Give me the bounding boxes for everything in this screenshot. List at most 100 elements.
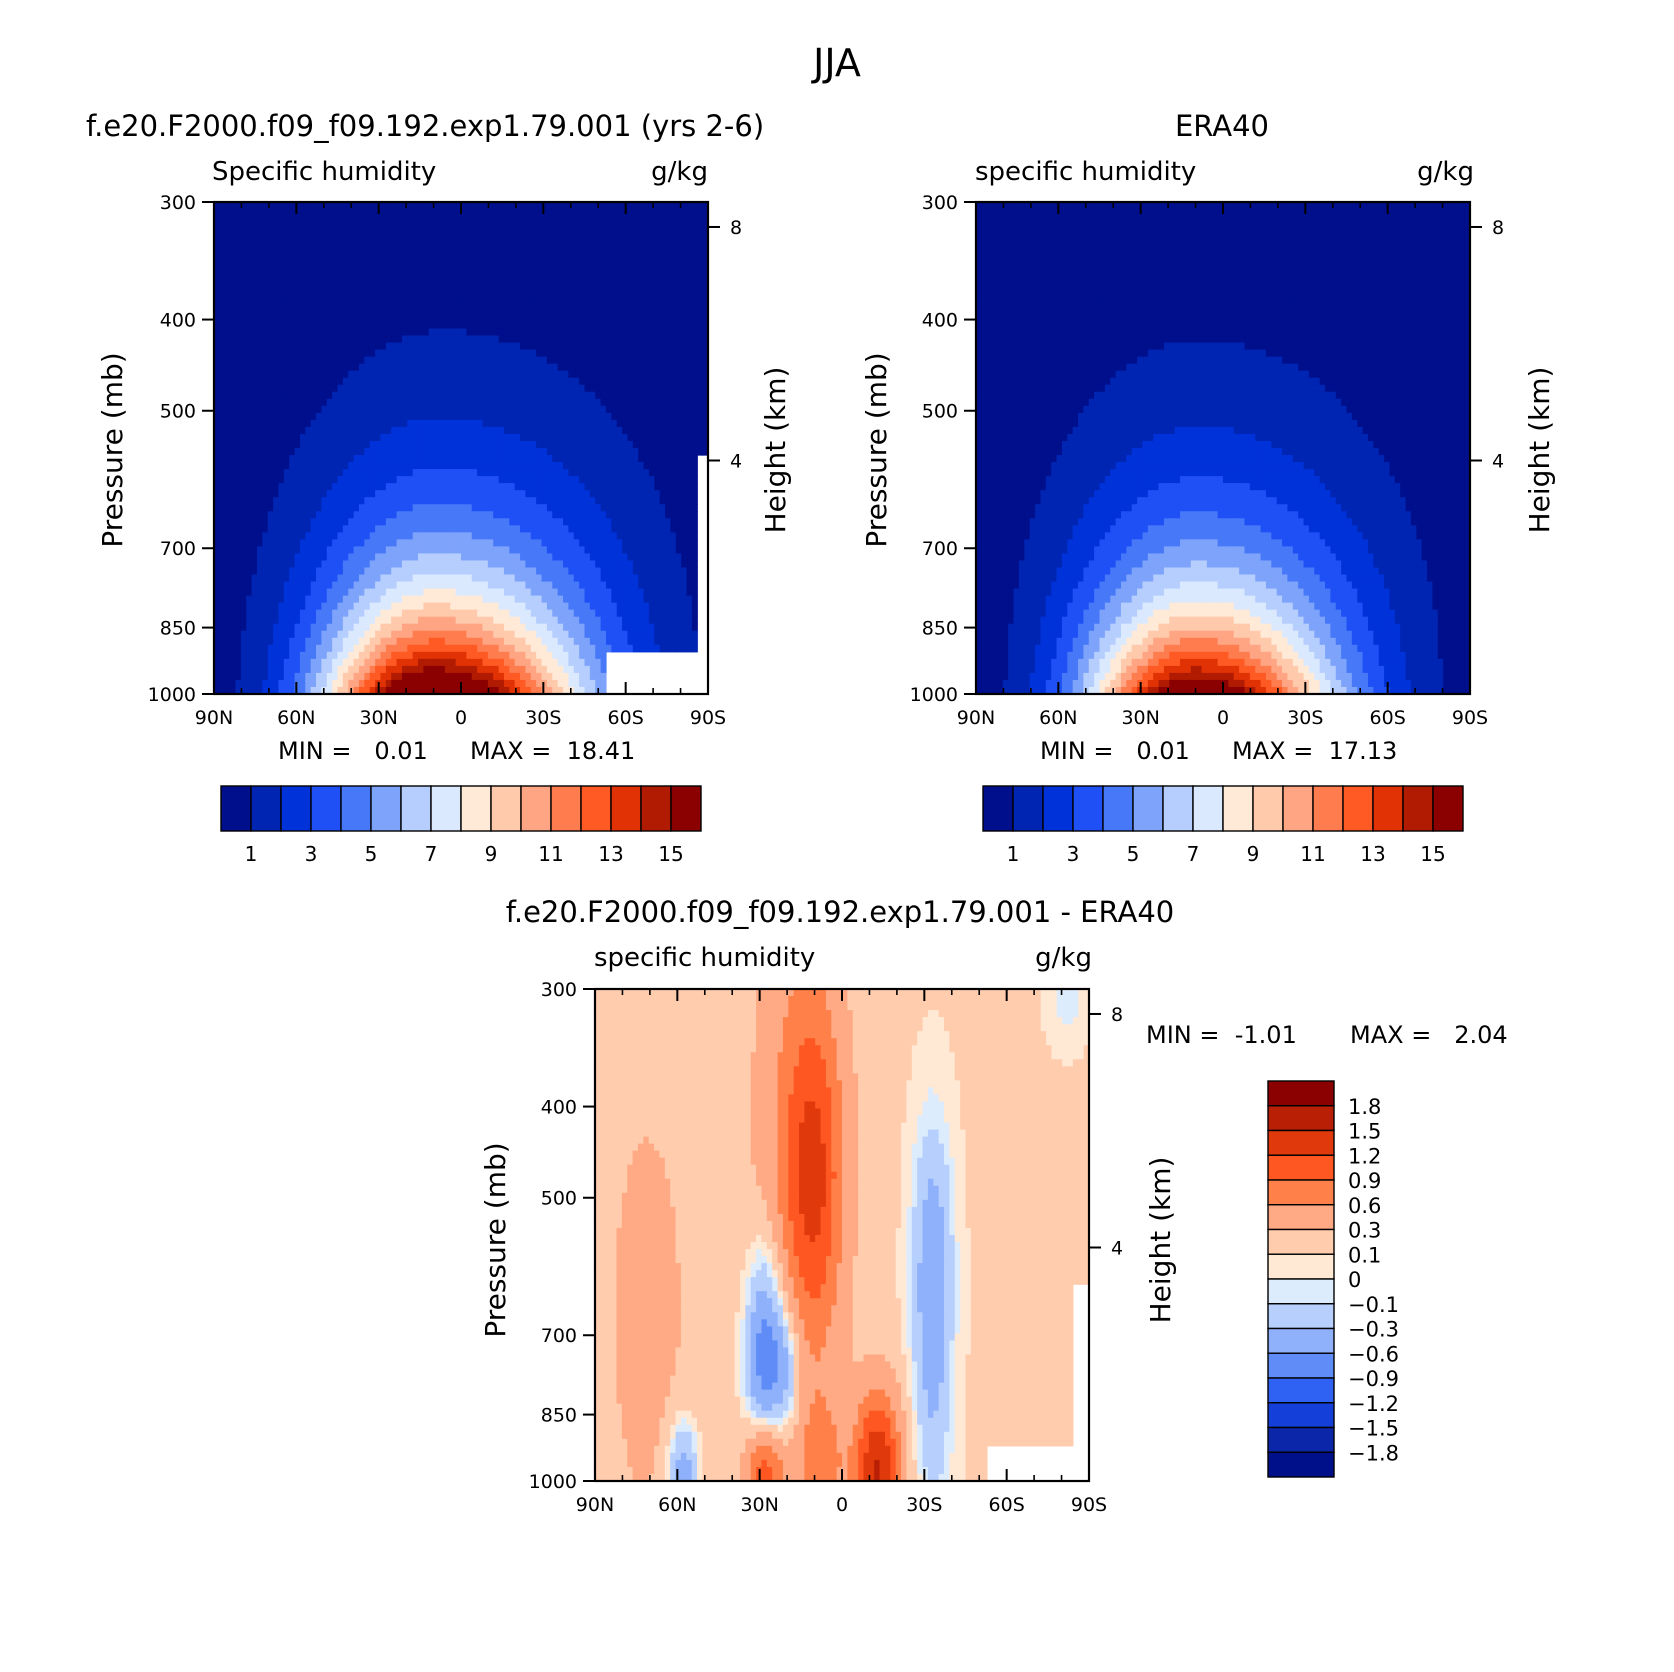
panel-model-variable: Specific humidity	[212, 157, 436, 187]
contour-cell	[697, 307, 704, 316]
contour-cell	[310, 412, 317, 421]
contour-cell	[326, 574, 333, 583]
contour-cell	[294, 546, 301, 555]
contour-cell	[230, 462, 237, 470]
contour-cell	[283, 300, 290, 309]
contour-cell	[316, 405, 322, 414]
contour-cell	[305, 237, 312, 245]
contour-cell	[477, 490, 484, 498]
contour-cell	[466, 405, 473, 414]
contour-cell	[627, 419, 634, 428]
contour-cell	[605, 419, 612, 428]
contour-cell	[525, 518, 532, 526]
contour-cell	[503, 251, 510, 259]
contour-cell	[509, 223, 516, 231]
contour-cell	[251, 209, 258, 217]
contour-cell	[439, 384, 446, 393]
contour-cell	[401, 433, 408, 442]
contour-cell	[493, 419, 500, 428]
contour-cell	[691, 455, 698, 463]
contour-cell	[681, 525, 688, 533]
contour-cell	[611, 518, 618, 526]
contour-cell	[546, 342, 553, 351]
contour-cell	[289, 223, 296, 231]
contour-cell	[214, 321, 220, 330]
contour-cell	[643, 286, 650, 294]
contour-cell	[584, 440, 591, 449]
contour-cell	[461, 279, 467, 287]
contour-cell	[579, 433, 586, 442]
contour-cell	[321, 251, 328, 259]
contour-cell	[423, 405, 430, 414]
contour-cell	[616, 314, 623, 323]
contour-cell	[450, 525, 457, 533]
contour-cell	[568, 469, 575, 477]
contour-cell	[584, 405, 591, 414]
contour-cell	[230, 209, 237, 217]
contour-cell	[509, 251, 516, 259]
contour-cell	[358, 391, 365, 400]
contour-cell	[681, 314, 688, 323]
contour-cell	[697, 258, 704, 266]
contour-cell	[278, 511, 285, 519]
contour-cell	[616, 391, 623, 400]
contour-cell	[691, 349, 698, 358]
contour-cell	[579, 497, 586, 505]
contour-cell	[369, 518, 376, 526]
contour-cell	[246, 581, 253, 590]
contour-cell	[665, 265, 672, 273]
contour-cell	[525, 483, 532, 491]
contour-cell	[434, 349, 441, 358]
contour-cell	[428, 469, 435, 477]
contour-cell	[648, 504, 655, 512]
contour-cell	[461, 216, 467, 224]
contour-cell	[638, 356, 645, 365]
contour-cell	[579, 202, 586, 210]
contour-cell	[665, 335, 672, 344]
contour-cell	[616, 209, 623, 217]
contour-cell	[670, 391, 677, 400]
contour-cell	[702, 223, 709, 231]
contour-cell	[681, 518, 688, 526]
contour-cell	[563, 335, 569, 344]
contour-cell	[358, 398, 365, 407]
contour-cell	[530, 286, 537, 294]
contour-cell	[450, 342, 457, 351]
contour-cell	[380, 314, 387, 323]
contour-cell	[482, 384, 489, 393]
contour-cell	[321, 511, 328, 519]
contour-cell	[632, 455, 639, 463]
contour-cell	[611, 574, 618, 583]
contour-cell	[632, 363, 639, 372]
contour-cell	[230, 272, 237, 280]
contour-cell	[326, 553, 333, 562]
contour-cell	[423, 504, 430, 512]
contour-cell	[665, 490, 672, 498]
contour-cell	[541, 356, 548, 365]
contour-cell	[391, 546, 398, 555]
contour-cell	[235, 244, 242, 252]
contour-cell	[579, 300, 586, 309]
contour-cell	[487, 328, 494, 337]
contour-cell	[294, 265, 301, 273]
contour-cell	[246, 546, 253, 555]
contour-cell	[665, 342, 672, 351]
contour-cell	[348, 518, 355, 526]
contour-cell	[675, 202, 682, 210]
contour-cell	[273, 391, 280, 400]
contour-cell	[616, 532, 623, 540]
contour-cell	[605, 511, 612, 519]
contour-cell	[471, 412, 478, 421]
contour-cell	[267, 258, 274, 266]
contour-cell	[423, 335, 430, 344]
contour-cell	[353, 209, 360, 217]
contour-cell	[316, 574, 322, 583]
contour-cell	[681, 574, 688, 583]
contour-cell	[530, 230, 537, 238]
contour-cell	[552, 328, 559, 337]
contour-cell	[670, 314, 677, 323]
contour-cell	[686, 377, 693, 386]
contour-cell	[509, 455, 516, 463]
contour-cell	[294, 469, 301, 477]
contour-cell	[579, 356, 586, 365]
